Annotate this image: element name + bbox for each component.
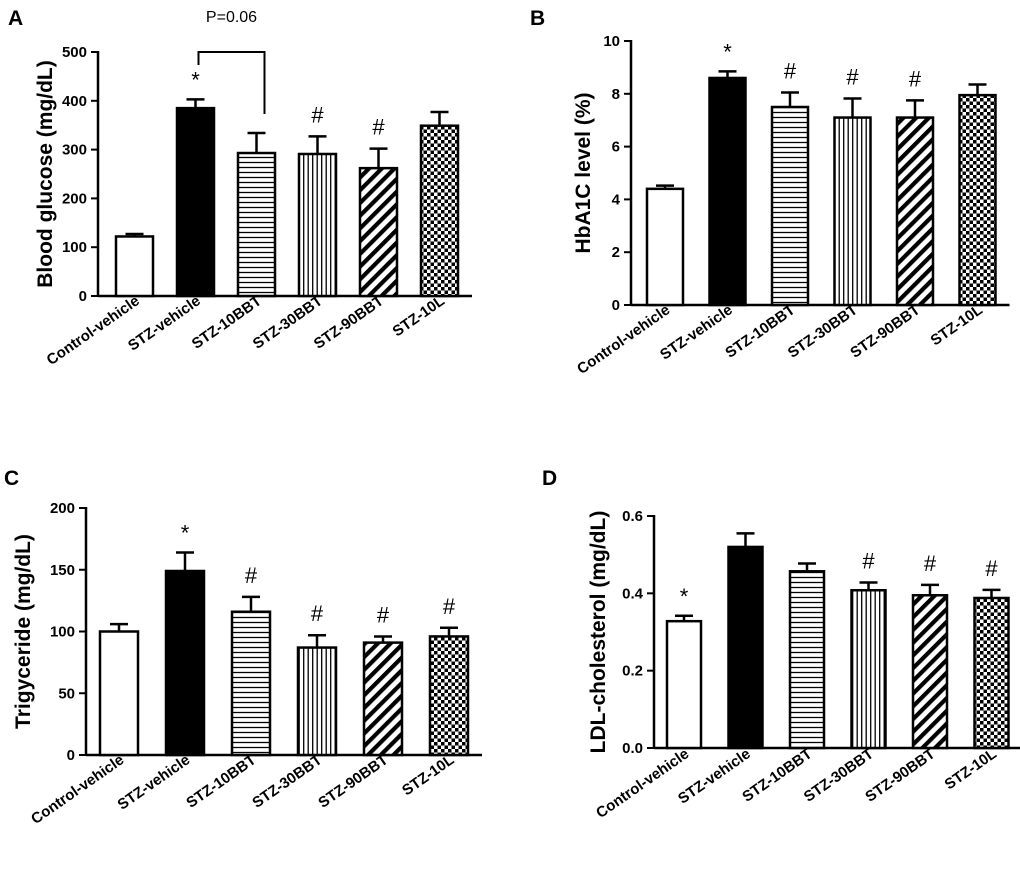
panel-c-letter: C	[4, 467, 19, 490]
panel-d-letter: D	[542, 467, 557, 490]
panel-a-bar-3	[297, 152, 338, 298]
panel-d-marker-4: #	[924, 551, 937, 576]
panel-b-bar-4	[895, 116, 935, 307]
panel-c-category-label-0: Control-vehicle	[28, 751, 127, 828]
panel-b-bar-0	[645, 187, 685, 307]
panel-d-bar-2	[788, 570, 826, 750]
panel-b-category-label-4: STZ-90BBT	[847, 301, 923, 361]
panel-b-letter: B	[530, 7, 545, 30]
panel-b-marker-2: #	[784, 58, 797, 83]
panel-b-ytick-label: 0	[612, 297, 620, 314]
panel-a-bar-1	[175, 106, 216, 298]
panel-b-category-label-3: STZ-30BBT	[785, 301, 861, 361]
panel-d-ytick-label: 0.0	[622, 740, 643, 757]
panel-a-ytick-label: 0	[79, 288, 87, 305]
panel-b-marker-3: #	[846, 65, 859, 90]
panel-d-bar-1	[727, 545, 764, 750]
panel-d-ytick-label: 0.4	[622, 585, 644, 602]
panel-d-category-label-5: STZ-10L	[942, 745, 1000, 793]
panel-c-ytick-label: 50	[58, 685, 75, 702]
panel-b-marker-1: *	[723, 39, 732, 64]
panel-a-marker-3: #	[311, 102, 324, 127]
panel-d-marker-5: #	[985, 556, 998, 581]
panel-a-ylabel: Blood glucose (mg/dL)	[34, 60, 57, 287]
panel-c-bar-0	[98, 630, 140, 757]
panel-a-bracket	[197, 51, 266, 114]
panel-a-ytick-label: 200	[62, 190, 87, 207]
panel-b-ytick-label: 8	[612, 86, 620, 103]
panel-a: A Blood glucose (mg/dL) 0 100 200 300 400 500 Co…	[8, 7, 472, 369]
panel-a-ytick-label: 100	[62, 239, 87, 256]
panel-b-bar-3	[833, 116, 872, 307]
panel-c-bar-4	[362, 641, 404, 757]
panel-a-marker-1: *	[191, 67, 200, 92]
panel-b-ytick-label: 10	[603, 33, 620, 50]
panel-a-bar-4	[358, 166, 399, 298]
panel-c-category-label-4: STZ-90BBT	[315, 751, 391, 811]
panel-b: B HbA1C level (%) 0 2 4 6 8 10 Control-vehicle * S…	[530, 7, 1010, 378]
panel-d-bar-0	[665, 619, 703, 750]
panel-a-pvalue: P=0.06	[206, 9, 257, 26]
panel-c-category-label-5: STZ-10L	[399, 751, 457, 799]
panel-d-bar-5	[973, 596, 1010, 750]
panel-c-category-label-3: STZ-30BBT	[249, 751, 325, 811]
panel-a-letter: A	[8, 7, 23, 30]
panel-a-category-label-0: Control-vehicle	[44, 292, 143, 369]
panel-b-category-label-2: STZ-10BBT	[722, 301, 798, 361]
panel-c-marker-3: #	[311, 601, 324, 626]
panel-b-ytick-label: 2	[612, 244, 620, 261]
panel-a-category-label-5: STZ-10L	[390, 292, 448, 340]
panel-d-marker-0: *	[680, 584, 689, 609]
panel-d-ytick-label: 0.6	[622, 508, 643, 525]
panel-a-marker-4: #	[372, 115, 385, 140]
panel-b-category-label-5: STZ-10L	[928, 301, 986, 349]
panel-c-marker-4: #	[377, 602, 390, 627]
panel-c-ytick-label: 200	[50, 500, 75, 517]
panel-c-ytick-label: 100	[50, 624, 75, 641]
panel-a-ytick-label: 300	[62, 142, 87, 159]
panel-d-ytick-label: 0.2	[622, 663, 643, 680]
panel-a-ytick-label: 400	[62, 93, 87, 110]
panel-b-bar-2	[770, 105, 810, 307]
panel-a-bar-2	[236, 151, 277, 298]
panel-c-marker-2: #	[245, 563, 258, 588]
panel-b-bar-1	[708, 76, 747, 307]
panel-c-ytick-label: 150	[50, 562, 75, 579]
panel-c-bar-1	[164, 569, 206, 757]
panel-b-ytick-label: 4	[612, 191, 621, 208]
panel-c-category-label-2: STZ-10BBT	[183, 751, 259, 811]
panel-d-category-label-4: STZ-90BBT	[862, 745, 938, 805]
panel-c-bar-2	[230, 610, 272, 757]
panel-c-bar-5	[428, 635, 470, 757]
panel-d-bar-3	[850, 588, 887, 750]
panel-b-bar-5	[958, 93, 997, 307]
panel-c-ytick-label: 0	[67, 747, 75, 764]
panel-b-marker-4: #	[909, 66, 922, 91]
panel-d-bar-4	[911, 594, 949, 750]
panel-c-marker-1: *	[181, 520, 190, 545]
panel-c-ylabel: Trigyceride (mg/dL)	[12, 534, 35, 729]
panel-c: C Trigyceride (mg/dL) 0 50 100 150 200 Control-…	[4, 467, 482, 828]
panel-b-category-label-0: Control-vehicle	[574, 301, 673, 378]
panel-c-bar-3	[296, 646, 338, 757]
panel-a-ytick-label: 500	[62, 44, 87, 61]
panel-c-category-label-1: STZ-vehicle	[115, 751, 194, 813]
panel-c-marker-5: #	[443, 594, 456, 619]
panel-d-ylabel: LDL-cholesterol (mg/dL)	[587, 511, 610, 754]
panel-a-bar-5	[419, 124, 460, 298]
panel-b-ytick-label: 6	[612, 139, 620, 156]
panel-a-bar-0	[114, 235, 155, 298]
panel-b-ylabel: HbA1C level (%)	[572, 92, 595, 253]
panel-d-marker-3: #	[862, 549, 875, 574]
